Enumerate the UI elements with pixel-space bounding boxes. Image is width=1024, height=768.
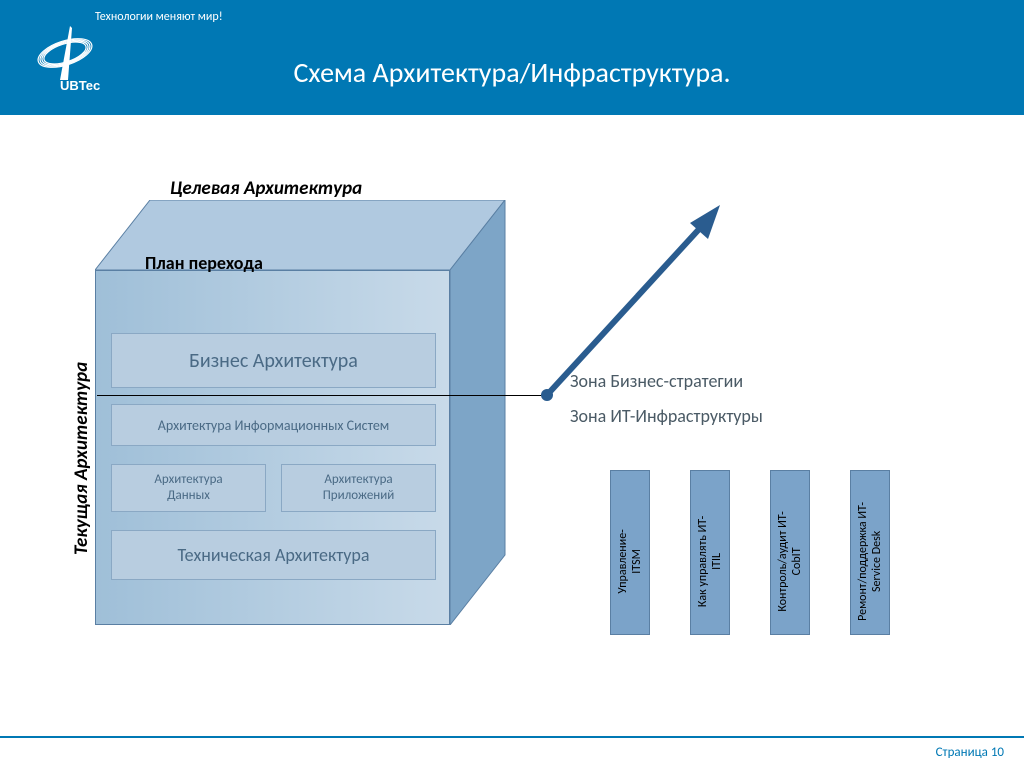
layer-technical-label: Техническая Архитектура xyxy=(177,544,369,566)
divider-line xyxy=(97,395,547,396)
pillar-itil: Как управлять ИТ- ITIL xyxy=(690,470,730,635)
tagline: Технологии меняют мир! xyxy=(95,10,223,24)
layer-info-systems-label: Архитектура Информационных Систем xyxy=(158,417,389,434)
pillar-servicedesk-label: Ремонт/поддержка ИТ- Service Desk xyxy=(856,484,885,639)
zone-business-label: Зона Бизнес-стратегии xyxy=(570,370,743,392)
target-arch-label: Целевая Архитектура xyxy=(170,177,362,200)
layer-apps-label: Архитектура Приложений xyxy=(323,472,395,503)
layer-technical: Техническая Архитектура xyxy=(111,530,436,580)
pillar-cobit: Контроль/аудит ИТ- CobIT xyxy=(770,470,810,635)
footer-page: Страница 10 xyxy=(936,745,1004,760)
pillar-itil-label: Как управлять ИТ- ITIL xyxy=(696,484,725,639)
pillar-itsm: Управление- ITSM xyxy=(610,470,650,635)
pillar-itsm-label: Управление- ITSM xyxy=(616,484,645,639)
layer-data: Архитектура Данных xyxy=(111,464,266,512)
pillar-servicedesk: Ремонт/поддержка ИТ- Service Desk xyxy=(850,470,890,635)
diagram-content: Текущая Архитектура Целевая Архитектура … xyxy=(0,115,1024,733)
layer-business: Бизнес Архитектура xyxy=(111,333,436,388)
current-arch-label: Текущая Архитектура xyxy=(70,362,93,555)
cube-side-face xyxy=(450,200,510,625)
layer-data-label: Архитектура Данных xyxy=(154,472,222,503)
pillar-cobit-label: Контроль/аудит ИТ- CobIT xyxy=(776,484,805,639)
page-title: Схема Архитектура/Инфраструктура. xyxy=(0,55,1024,90)
layer-apps: Архитектура Приложений xyxy=(281,464,436,512)
layer-info-systems: Архитектура Информационных Систем xyxy=(111,404,436,446)
footer-line xyxy=(0,736,1024,738)
zone-it-label: Зона ИТ-Инфраструктуры xyxy=(570,405,763,427)
header: Технологии меняют мир! UBTec Схема Архит… xyxy=(0,0,1024,115)
layer-business-label: Бизнес Архитектура xyxy=(189,349,358,373)
plan-label: План перехода xyxy=(145,252,263,274)
